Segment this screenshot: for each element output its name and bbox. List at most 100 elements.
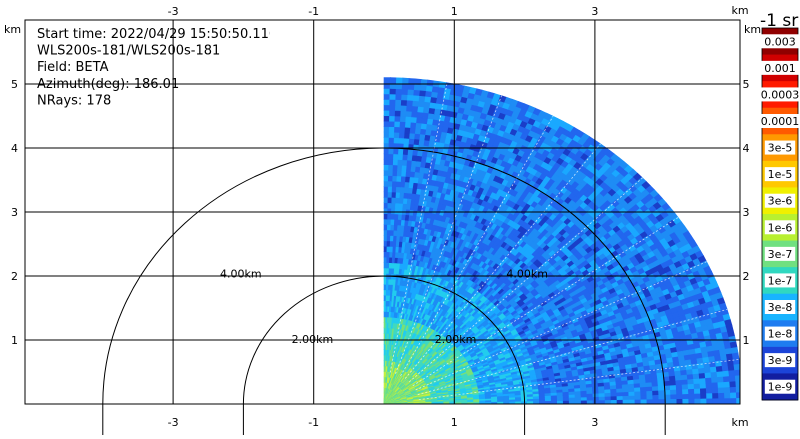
field-cell: [389, 138, 394, 144]
field-cells: [384, 78, 743, 404]
field-cell: [399, 138, 404, 144]
field-cell: [411, 117, 417, 123]
field-cell: [581, 394, 587, 397]
field-cell: [698, 368, 705, 374]
field-cell: [398, 160, 403, 166]
field-cell: [646, 387, 652, 392]
field-cell: [409, 139, 415, 145]
field-cell: [681, 370, 688, 375]
field-cell: [705, 373, 712, 379]
field-cell: [599, 397, 605, 401]
field-cell: [389, 165, 394, 171]
field-cell: [384, 176, 388, 182]
field-cell: [689, 399, 695, 404]
field-cell: [707, 399, 713, 404]
field-cell: [413, 101, 419, 107]
field-cell: [605, 393, 611, 397]
field-cell: [687, 374, 693, 379]
field-cell: [635, 396, 641, 400]
field-cell: [659, 400, 665, 405]
field-cell: [635, 392, 641, 396]
field-cell: [384, 154, 389, 159]
field-cell: [659, 391, 665, 396]
field-cell: [653, 395, 659, 399]
field-cell: [652, 382, 658, 387]
field-cell: [701, 399, 707, 404]
field-cell: [395, 105, 401, 111]
field-cell: [705, 378, 712, 384]
field-cell: [629, 400, 635, 404]
field-cell: [598, 387, 604, 391]
field-cell: [651, 378, 657, 383]
field-cell: [412, 111, 418, 117]
field-cell: [384, 181, 388, 186]
field-cell: [640, 387, 646, 392]
field-cell: [388, 214, 392, 220]
field-cell: [593, 401, 599, 404]
field-cell: [396, 187, 401, 193]
field-cell: [400, 122, 406, 128]
field-cell: [418, 101, 424, 107]
field-cell: [706, 383, 712, 389]
field-cell: [384, 99, 390, 104]
field-cell: [628, 388, 634, 392]
field-cell: [387, 219, 391, 225]
field-cell: [647, 396, 653, 400]
field-cell: [694, 384, 700, 389]
field-cell: [404, 138, 410, 144]
field-cell: [701, 394, 707, 399]
field-cell: [384, 197, 388, 203]
field-cell: [695, 394, 701, 399]
field-cell: [406, 111, 412, 117]
field-cell: [628, 384, 634, 388]
field-cell: [593, 397, 599, 401]
field-cell: [671, 395, 677, 400]
field-cell: [647, 400, 653, 404]
field-cell: [384, 246, 387, 252]
field-cell: [388, 176, 393, 182]
field-cell: [384, 214, 388, 220]
field-cell: [652, 387, 658, 392]
field-cell: [699, 373, 705, 379]
field-cell: [388, 181, 392, 187]
field-cell: [384, 230, 387, 236]
field-cell: [611, 393, 617, 397]
field-cell: [593, 394, 599, 398]
field-cell: [575, 395, 581, 398]
field-cell: [392, 187, 396, 193]
field-cell: [657, 373, 664, 378]
field-cell: [700, 384, 706, 389]
field-cell: [384, 132, 389, 138]
field-cell: [384, 208, 388, 213]
field-cell: [388, 197, 392, 203]
field-cell: [700, 389, 706, 394]
field-cell: [394, 132, 399, 138]
field-cell: [676, 385, 682, 390]
field-cell: [389, 121, 395, 127]
field-cell: [389, 116, 395, 122]
field-cell: [384, 219, 388, 225]
field-cell: [647, 391, 653, 395]
field-cell: [384, 225, 387, 230]
field-cell: [384, 105, 390, 111]
field-cell: [622, 381, 628, 385]
field-cell: [411, 122, 417, 128]
field-cell: [384, 192, 388, 198]
field-cell: [390, 99, 396, 105]
field-cell: [405, 122, 411, 128]
field-cell: [401, 111, 407, 117]
field-cell: [397, 165, 402, 171]
field-cell: [557, 398, 563, 401]
field-cell: [605, 400, 611, 404]
field-cell: [688, 384, 694, 389]
field-cell: [407, 106, 413, 112]
field-cell: [694, 389, 700, 394]
field-cell: [396, 100, 402, 106]
field-cell: [687, 370, 694, 376]
field-cell: [617, 396, 623, 400]
field-cell: [403, 149, 408, 155]
field-cell: [394, 149, 399, 155]
field-cell: [611, 389, 617, 393]
field-cell: [384, 110, 390, 116]
